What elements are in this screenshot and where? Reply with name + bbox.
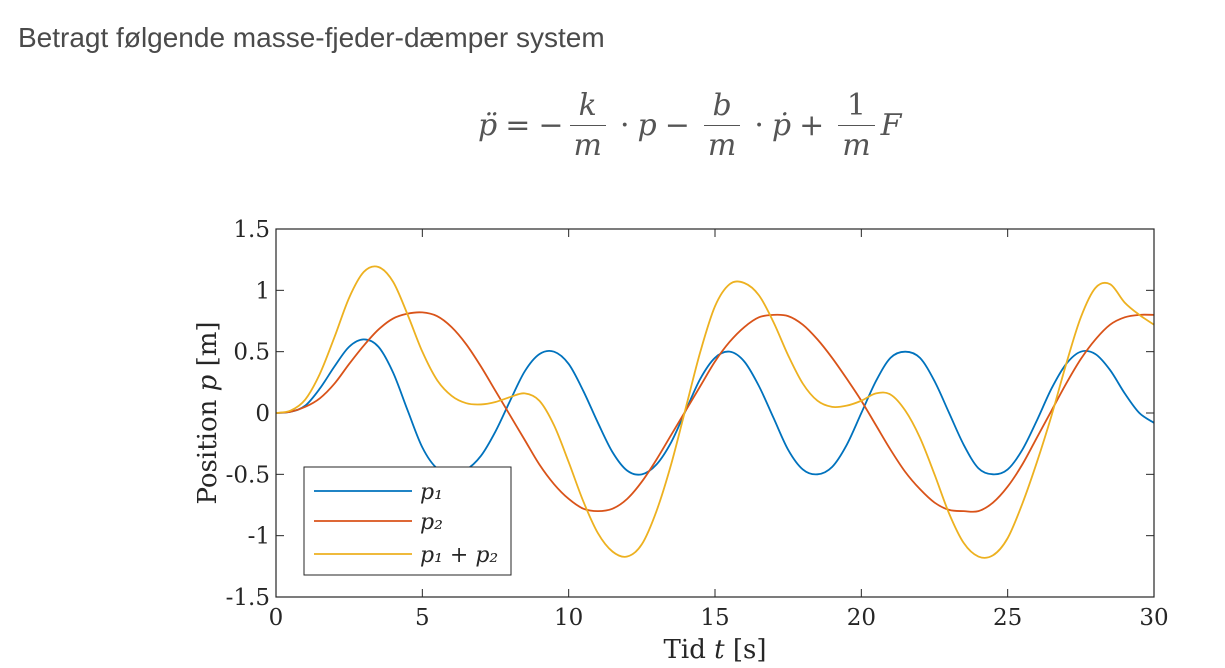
- equation: p̈ = − k m · p − b m · ṗ + 1 m F: [478, 88, 902, 163]
- y-tick-label: 1.5: [233, 217, 270, 243]
- eq-p: p: [637, 108, 657, 143]
- eq-equals: =: [505, 108, 531, 143]
- tick-labels: 0 5 10 15 20 25 30 -1.5 -1 -0.5 0 0.5 1 1.5: [226, 217, 1169, 631]
- eq-m-3: m: [838, 125, 875, 163]
- legend-label-p1-plus-p2: p₁ + p₂: [420, 543, 498, 568]
- x-axis-label-var: t: [714, 635, 725, 665]
- legend-label-p2: p₂: [420, 510, 443, 535]
- eq-m-1: m: [569, 125, 606, 163]
- eq-dot-2: ·: [754, 108, 764, 143]
- series-line-3: [276, 265, 1154, 559]
- y-axis-label-var: p: [193, 374, 223, 391]
- y-tick-label: 0: [255, 401, 270, 427]
- x-axis-label: Tid t [s]: [664, 635, 767, 665]
- eq-b: b: [712, 88, 732, 123]
- y-tick-label: -0.5: [226, 462, 270, 488]
- series-line-1: [276, 338, 1154, 476]
- x-axis-label-unit: [s]: [725, 635, 767, 665]
- eq-pdot: ṗ: [771, 108, 792, 143]
- y-tick-label: 0.5: [233, 340, 270, 366]
- eq-k: k: [578, 88, 597, 123]
- y-axis-label-unit: [m]: [193, 321, 223, 374]
- y-tick-label: 1: [255, 278, 270, 304]
- y-axis-label: Position p [m]: [193, 321, 223, 504]
- eq-dot-1: ·: [619, 108, 630, 143]
- eq-F: F: [880, 108, 902, 143]
- eq-m-2: m: [703, 125, 741, 163]
- eq-lhs: p̈: [478, 108, 498, 143]
- eq-plus: +: [799, 108, 825, 143]
- series-line-2: [276, 311, 1154, 513]
- y-tick-label: -1.5: [226, 585, 270, 611]
- x-tick-label: 30: [1139, 605, 1168, 631]
- page-heading: Betragt følgende masse-fjeder-dæmper sys…: [18, 22, 605, 53]
- eq-minus-2: −: [664, 108, 690, 143]
- x-tick-label: 25: [993, 605, 1022, 631]
- plot-frame: [275, 228, 1155, 598]
- eq-one: 1: [846, 88, 866, 123]
- legend-label-p1: p₁: [420, 480, 443, 505]
- x-tick-label: 5: [415, 605, 430, 631]
- series-lines: [276, 265, 1154, 559]
- eq-minus-1: −: [538, 108, 564, 143]
- eq-frac-k-m: k m: [569, 88, 606, 163]
- y-axis-label-text: Position: [193, 391, 223, 504]
- legend: p₁ p₂ p₁ + p₂: [303, 466, 512, 576]
- x-tick-label: 0: [269, 605, 284, 631]
- x-axis-label-text: Tid: [664, 635, 715, 665]
- eq-frac-1-m: 1 m: [838, 88, 875, 163]
- eq-frac-b-m: b m: [703, 88, 741, 163]
- x-tick-label: 20: [847, 605, 876, 631]
- x-tick-label: 15: [700, 605, 729, 631]
- x-tick-label: 10: [554, 605, 583, 631]
- y-tick-label: -1: [248, 524, 270, 550]
